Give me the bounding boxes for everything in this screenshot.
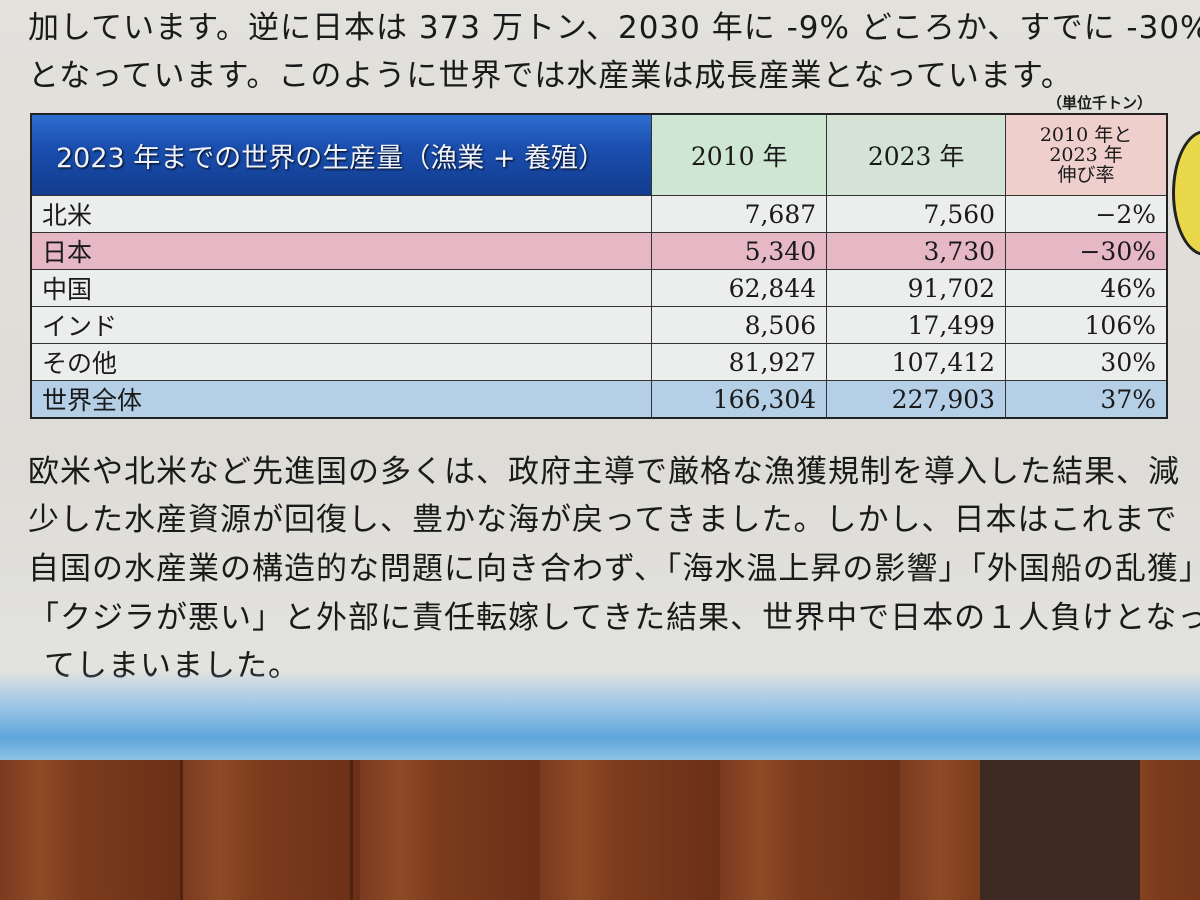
growth-rate: 37% <box>1005 380 1168 419</box>
wood-seam <box>350 760 353 900</box>
table-row: 日本 5,340 3,730 −30% <box>30 232 1168 270</box>
growth-rate: −2% <box>1005 195 1168 233</box>
value-2023: 107,412 <box>826 343 1007 381</box>
rate-line: 伸び率 <box>1057 164 1115 186</box>
table-row: インド 8,506 17,499 106% <box>30 306 1168 344</box>
value-2010: 166,304 <box>651 380 828 419</box>
header-2010: 2010 年 <box>651 113 828 196</box>
region-name: 中国 <box>30 269 653 307</box>
intro-line: となっています。このように世界では水産業は成長産業となっています。 <box>28 58 1073 94</box>
region-name: インド <box>30 306 653 344</box>
value-2023: 7,560 <box>826 195 1007 233</box>
growth-rate: 30% <box>1005 343 1168 381</box>
region-name: 北米 <box>30 195 653 233</box>
value-2010: 81,927 <box>651 343 828 381</box>
value-2023: 227,903 <box>826 380 1007 419</box>
table-row: 北米 7,687 7,560 −2% <box>30 195 1168 233</box>
unit-label: （単位千トン） <box>1046 94 1152 112</box>
region-name: 世界全体 <box>30 380 653 419</box>
growth-rate: 106% <box>1005 306 1168 344</box>
wood-wall <box>0 760 1200 900</box>
body-line: 欧米や北米など先進国の多くは、政府主導で厳格な漁獲規制を導入した結果、減 <box>28 454 1180 490</box>
wood-seam <box>180 760 183 900</box>
intro-line: 加しています。逆に日本は 373 万トン、2030 年に -9% どころか、すで… <box>28 10 1200 46</box>
value-2010: 62,844 <box>651 269 828 307</box>
value-2010: 7,687 <box>651 195 828 233</box>
body-line: 少した水産資源が回復し、豊かな海が戻ってきました。しかし、日本はこれまで <box>28 502 1178 538</box>
table-row: 中国 62,844 91,702 46% <box>30 269 1168 307</box>
value-2023: 3,730 <box>826 232 1007 270</box>
exhibit-panel: 加しています。逆に日本は 373 万トン、2030 年に -9% どころか、すで… <box>0 0 1200 760</box>
growth-rate: −30% <box>1005 232 1168 270</box>
body-line: 「クジラが悪い」と外部に責任転嫁してきた結果、世界中で日本の１人負けとなっ <box>28 600 1200 636</box>
region-name: その他 <box>30 343 653 381</box>
value-2023: 17,499 <box>826 306 1007 344</box>
table-title: 2023 年までの世界の生産量（漁業 + 養殖） <box>30 113 653 196</box>
wave-decoration <box>0 670 1200 760</box>
value-2010: 5,340 <box>651 232 828 270</box>
table-row: その他 81,927 107,412 30% <box>30 343 1168 381</box>
table-header-row: 2023 年までの世界の生産量（漁業 + 養殖） 2010 年 2023 年 2… <box>30 113 1168 196</box>
dark-panel <box>980 760 1140 900</box>
region-name: 日本 <box>30 232 653 270</box>
production-table: 2023 年までの世界の生産量（漁業 + 養殖） 2010 年 2023 年 2… <box>30 113 1168 419</box>
growth-rate: 46% <box>1005 269 1168 307</box>
rate-line: 2010 年と <box>1039 124 1133 146</box>
header-growth-rate: 2010 年と 2023 年 伸び率 <box>1005 113 1168 196</box>
value-2010: 8,506 <box>651 306 828 344</box>
table-row: 世界全体 166,304 227,903 37% <box>30 380 1168 419</box>
rate-line: 2023 年 <box>1049 144 1123 166</box>
header-2023: 2023 年 <box>826 113 1007 196</box>
value-2023: 91,702 <box>826 269 1007 307</box>
body-line: 自国の水産業の構造的な問題に向き合わず、「海水温上昇の影響」「外国船の乱獲」 <box>28 551 1200 587</box>
